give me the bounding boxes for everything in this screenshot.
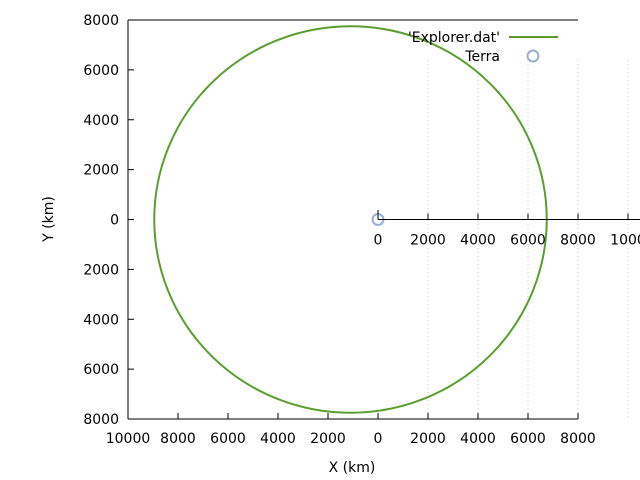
y-tick-label: 4000	[83, 312, 119, 328]
x-tick-label: 4000	[460, 431, 496, 447]
y-tick-label: 2000	[83, 262, 119, 278]
y-tick-label: 6000	[83, 362, 119, 378]
y-tick-label: 8000	[83, 412, 119, 428]
zero-axis-tick-label: 1000	[610, 233, 640, 249]
zero-axis-tick-label: 2000	[410, 233, 446, 249]
legend-entry-explorer-label: 'Explorer.dat'	[408, 30, 500, 46]
x-tick-label: 8000	[560, 431, 596, 447]
x-axis-title: X (km)	[329, 460, 376, 476]
y-tick-label: 0	[110, 213, 119, 229]
zero-axis-tick-label: 4000	[460, 233, 496, 249]
x-tick-label: 2000	[310, 431, 346, 447]
x-tick-label: 0	[374, 431, 383, 447]
x-tick-label: 6000	[510, 431, 546, 447]
y-tick-label: 2000	[83, 163, 119, 179]
x-tick-label: 4000	[260, 431, 296, 447]
zero-axis-tick-label: 8000	[560, 233, 596, 249]
y-axis-title: Y (km)	[41, 196, 57, 243]
y-tick-label: 4000	[83, 113, 119, 129]
legend-entry-terra-label: Terra	[464, 49, 500, 65]
y-tick-label: 6000	[83, 63, 119, 79]
x-tick-label: 10000	[106, 431, 151, 447]
legend: 'Explorer.dat' Terra	[408, 30, 558, 65]
x-tick-label: 2000	[410, 431, 446, 447]
axes-layer	[127, 19, 640, 420]
zero-axis-tick-label: 0	[374, 233, 383, 249]
legend-entry-terra-swatch	[526, 49, 540, 63]
x-tick-label: 6000	[210, 431, 246, 447]
y-tick-label: 8000	[83, 13, 119, 29]
zero-axis-tick-label: 6000	[510, 233, 546, 249]
x-tick-label: 8000	[160, 431, 196, 447]
tick-labels-layer: 10000 8000 6000 4000 2000 0 2000 4000 6000 800080…	[83, 13, 640, 447]
